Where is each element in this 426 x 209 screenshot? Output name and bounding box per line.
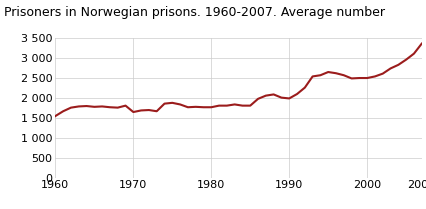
Text: Prisoners in Norwegian prisons. 1960-2007. Average number: Prisoners in Norwegian prisons. 1960-200… xyxy=(4,6,385,19)
